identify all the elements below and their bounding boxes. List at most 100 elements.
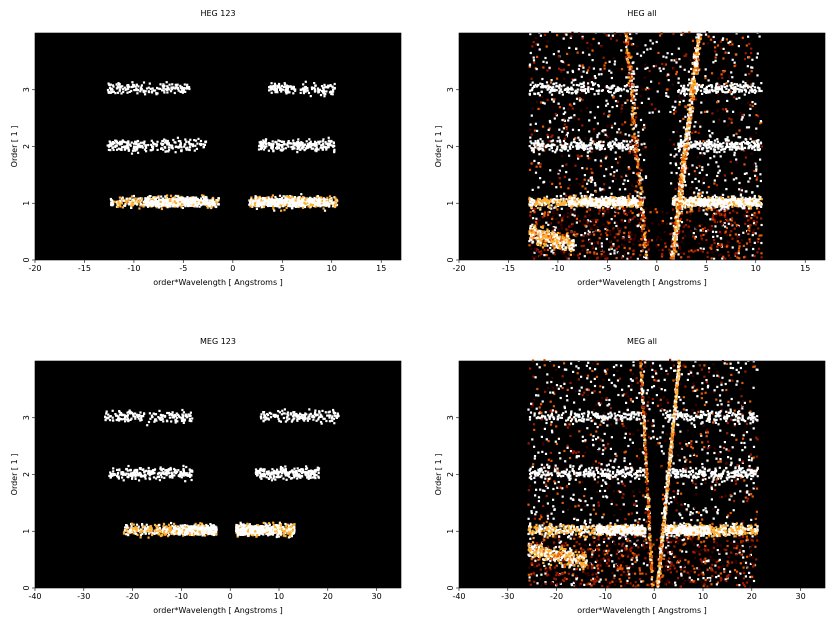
background-pixel: [533, 219, 535, 221]
background-pixel: [545, 222, 547, 224]
band-pixel-order-3: [154, 89, 156, 91]
band-pixel-order-2: [258, 148, 260, 150]
band-pixel-order-3: [272, 85, 274, 87]
background-pixel: [658, 224, 660, 226]
band-pixel-order-2: [328, 146, 330, 148]
background-pixel: [539, 166, 541, 168]
background-pixel: [584, 174, 586, 176]
background-pixel: [714, 221, 716, 223]
background-pixel: [555, 227, 557, 229]
band-pixel-order-2: [200, 143, 202, 145]
background-pixel: [738, 188, 740, 190]
background-pixel: [540, 163, 542, 165]
background-pixel: [573, 231, 575, 233]
band-pixel-order-3: [136, 84, 138, 86]
band-pixel-order-2: [143, 141, 145, 143]
background-pixel: [703, 43, 705, 45]
band-pixel-order-2: [178, 147, 180, 149]
background-pixel: [582, 224, 584, 226]
background-pixel: [537, 186, 539, 188]
band-pixel-order-1: [564, 200, 566, 202]
band-pixel-order-2: [164, 141, 166, 143]
band-pixel-order-1: [334, 197, 336, 199]
background-pixel: [700, 229, 702, 231]
band-core-pixel: [150, 200, 152, 202]
band-pixel-order-2: [140, 142, 142, 144]
background-pixel: [565, 171, 567, 173]
band-pixel-order-3: [307, 90, 309, 92]
band-pixel-order-2: [134, 147, 136, 149]
background-pixel: [553, 53, 555, 55]
band-core-pixel: [175, 202, 177, 204]
background-pixel: [578, 183, 580, 185]
background-pixel: [641, 143, 643, 145]
background-pixel: [712, 214, 714, 216]
x-tick-label: 15: [376, 264, 386, 273]
band-pixel-order-2: [184, 138, 186, 140]
band-core-pixel: [326, 201, 328, 203]
background-pixel: [754, 175, 756, 177]
background-pixel: [649, 112, 651, 114]
background-pixel: [749, 104, 751, 106]
band-pixel-order-2: [205, 141, 207, 143]
band-core-pixel: [146, 199, 148, 201]
band-core-pixel: [144, 197, 146, 199]
background-pixel: [683, 126, 685, 128]
background-pixel: [704, 111, 706, 113]
background-pixel: [594, 184, 596, 186]
background-pixel: [622, 221, 624, 223]
background-pixel: [586, 211, 588, 213]
background-pixel: [561, 217, 563, 219]
band-core-pixel: [297, 205, 299, 207]
background-pixel: [747, 181, 749, 183]
band-pixel-order-3: [117, 82, 119, 84]
background-pixel: [641, 102, 643, 104]
background-pixel: [738, 129, 740, 131]
background-pixel: [600, 256, 602, 258]
band-pixel-order-2: [131, 153, 133, 155]
background-pixel: [563, 69, 565, 71]
background-pixel: [583, 245, 585, 247]
background-pixel: [645, 146, 647, 148]
band-pixel-order-1: [134, 203, 136, 205]
background-pixel: [671, 172, 673, 174]
background-pixel: [747, 225, 749, 227]
band-pixel-order-2: [265, 143, 267, 145]
background-pixel: [592, 38, 594, 40]
background-pixel: [613, 171, 615, 173]
background-pixel: [573, 254, 575, 256]
background-pixel: [673, 143, 675, 145]
band-pixel-order-1: [555, 205, 557, 207]
background-pixel: [753, 229, 755, 231]
background-pixel: [726, 100, 728, 102]
background-pixel: [598, 212, 600, 214]
panel-1: HEG all-20 -15 -10 -5 0 5 10 150123order*Wavele…: [434, 9, 825, 287]
band-pixel-order-2: [189, 146, 191, 148]
background-pixel: [597, 241, 599, 243]
band-pixel-order-2: [272, 149, 274, 151]
background-pixel: [663, 68, 665, 70]
band-pixel-order-2: [314, 143, 316, 145]
background-pixel: [691, 132, 693, 134]
background-pixel: [736, 32, 738, 34]
background-pixel: [606, 238, 608, 240]
background-pixel: [563, 127, 565, 129]
background-pixel: [665, 92, 667, 94]
background-pixel: [558, 50, 560, 52]
background-pixel: [608, 249, 610, 251]
band-pixel-order-3: [166, 91, 168, 93]
background-pixel: [580, 234, 582, 236]
x-tick-label: 0: [230, 264, 235, 273]
background-pixel: [651, 222, 653, 224]
background-pixel: [572, 223, 574, 225]
background-pixel: [735, 233, 737, 235]
background-pixel: [586, 168, 588, 170]
band-pixel-order-3: [159, 83, 161, 85]
band-pixel-order-2: [297, 138, 299, 140]
background-pixel: [661, 253, 663, 255]
background-pixel: [632, 253, 634, 255]
background-pixel: [748, 227, 750, 229]
background-pixel: [578, 32, 580, 34]
background-pixel: [734, 222, 736, 224]
background-pixel: [743, 245, 745, 247]
